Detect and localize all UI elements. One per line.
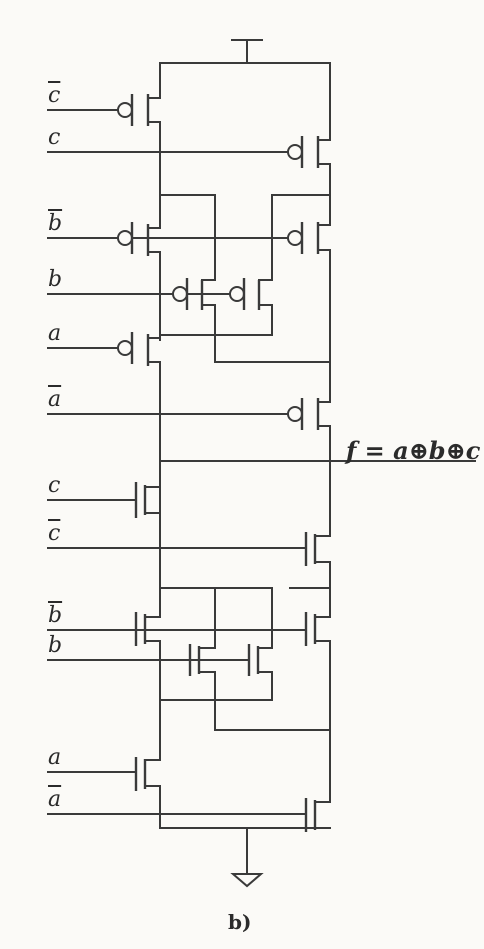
nmos-cross-network: [159, 587, 331, 731]
input-label-c-bar: c: [48, 83, 61, 108]
input-label-b-bar: b: [48, 211, 63, 236]
pmos-bubbles: [117, 94, 304, 430]
nmos-right-column: [304, 460, 331, 832]
input-label-c-lower: c: [48, 473, 61, 498]
figure-caption: b): [228, 910, 252, 934]
output-label: f = a⊕b⊕c: [346, 436, 481, 465]
nmos-left-column: [134, 460, 161, 829]
vdd-symbol: [231, 39, 263, 64]
input-wires: [47, 109, 307, 815]
input-label-b-bar-lower: b: [48, 603, 63, 628]
input-label-a-lower: a: [48, 745, 62, 770]
input-label-c-bar-lower: c: [48, 521, 61, 546]
input-label-b-lower: b: [48, 633, 63, 658]
input-label-b: b: [48, 267, 63, 292]
pmos-left-column: [146, 62, 161, 521]
pmos-right-column: [316, 62, 331, 462]
input-label-a: a: [48, 321, 62, 346]
input-label-a-bar: a: [48, 387, 62, 412]
ground-symbol: [159, 827, 331, 888]
input-label-a-bar-lower: a: [48, 787, 62, 812]
input-label-c: c: [48, 125, 61, 150]
